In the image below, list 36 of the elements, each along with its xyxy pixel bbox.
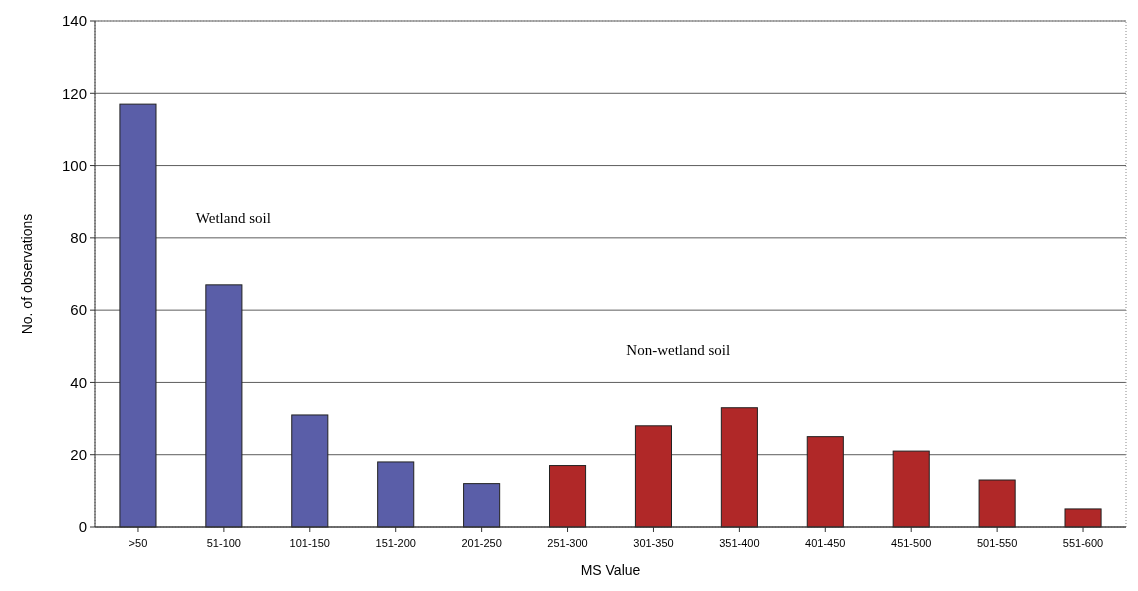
y-axis-title: No. of observations xyxy=(19,213,35,335)
bar xyxy=(978,479,1016,528)
x-tick-label: 401-450 xyxy=(805,537,846,549)
x-tick-label: 501-550 xyxy=(976,537,1018,549)
annotation: Non-wetland soil xyxy=(626,341,731,358)
x-axis-title: MS Value xyxy=(580,562,641,578)
y-tick-label: 20 xyxy=(70,445,87,463)
bar xyxy=(291,414,329,528)
bar xyxy=(205,284,243,528)
y-tick-label: 80 xyxy=(70,229,87,247)
annotation: Wetland soil xyxy=(195,210,271,227)
bar xyxy=(634,425,672,528)
bar xyxy=(806,436,844,528)
x-tick-label: 251-300 xyxy=(547,537,588,549)
x-tick-label: 301-350 xyxy=(633,537,674,549)
y-tick-label: 100 xyxy=(61,156,87,174)
bar xyxy=(119,103,157,528)
y-tick-label: 120 xyxy=(61,84,87,102)
x-tick-label: 351-400 xyxy=(719,537,760,549)
y-tick-label: 140 xyxy=(61,12,87,30)
x-tick-label: 451-500 xyxy=(891,537,932,549)
bar xyxy=(463,483,501,528)
x-tick-label: 151-200 xyxy=(375,537,416,549)
x-tick-label: 51-100 xyxy=(206,537,242,549)
bar xyxy=(549,465,587,528)
y-tick-label: 0 xyxy=(78,518,87,536)
x-tick-label: 551-600 xyxy=(1062,537,1104,549)
bar xyxy=(892,450,930,528)
x-tick-label: >50 xyxy=(128,537,148,549)
x-tick-label: 101-150 xyxy=(289,537,330,549)
x-tick-label: 201-250 xyxy=(461,537,502,549)
y-tick-label: 40 xyxy=(70,373,87,391)
bar xyxy=(377,461,415,528)
bar xyxy=(1064,508,1102,528)
bar xyxy=(720,407,758,528)
y-tick-label: 60 xyxy=(70,301,87,319)
